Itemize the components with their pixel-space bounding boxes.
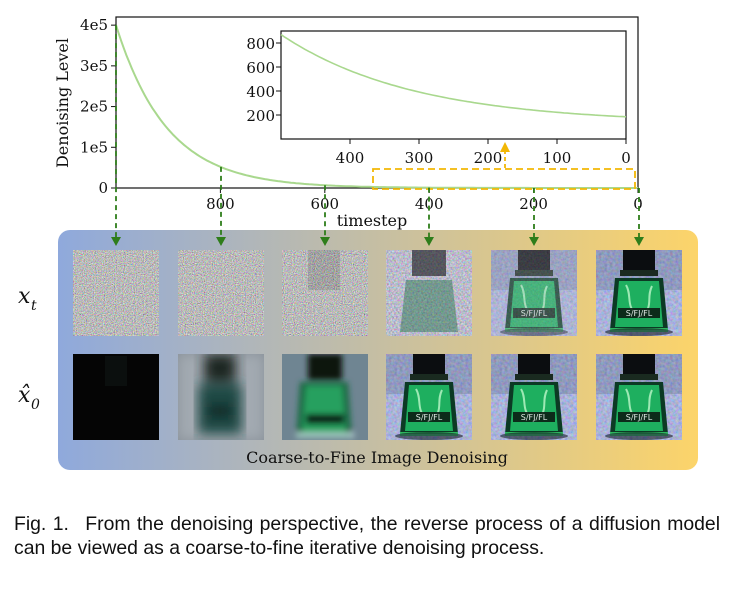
inset-y-tick-label: 800 [246,35,275,53]
main-y-tick-label: 4e5 [80,16,108,34]
row-label-x-t-main: x [18,284,31,309]
main-chart-line [115,24,638,189]
predicted-image-t1000 [73,354,159,440]
row-predicted-clean-images [73,354,682,440]
predicted-image-t200 [491,354,577,440]
row-label-x-t: x t [18,284,37,314]
main-x-tick-label: 200 [519,195,548,213]
inset-chart-axes [280,30,627,140]
main-x-tick-label: 400 [415,195,444,213]
predicted-image-t800 [178,354,264,440]
row-label-x-t-sub: t [31,298,37,314]
row-noisy-images [73,250,682,336]
timestep-arrowhead [529,237,539,246]
timestep-arrowhead [216,237,226,246]
timestep-arrowhead [634,237,644,246]
figure-caption-label: Fig. 1. [14,513,69,535]
inset-chart-y-ticks: 800 600 400 200 [246,35,281,125]
inset-x-tick-label: 300 [405,149,434,167]
main-y-tick-label: 3e5 [80,57,108,75]
predicted-image-t400 [386,354,472,440]
inset-y-tick-label: 600 [246,59,275,77]
figure-caption-text: From the denoising perspective, the reve… [14,513,721,559]
predicted-image-t0 [596,354,682,440]
inset-y-tick-label: 200 [246,107,275,125]
main-chart-x-ticks: 8006004002000 [206,188,643,213]
main-y-tick-label: 2e5 [80,98,108,116]
denoising-level-chart: 4e5 3e5 2e5 1e5 0 800 600 400 200 0 Denoising Le… [53,16,643,230]
figure-caption: Fig. 1. From the denoising perspective, … [14,512,720,560]
main-y-tick-label: 1e5 [80,138,108,156]
timestep-arrows [111,25,644,246]
inset-x-tick-label: 200 [474,149,503,167]
inset-y-tick-label: 400 [246,83,275,101]
main-chart-y-axis-label: Denoising Level [53,38,72,168]
inset-chart: 800 600 400 200 400 300 200 100 0 [246,30,631,167]
predicted-image-t600 [282,354,368,440]
timestep-arrowhead [111,237,121,246]
zoom-region-box [372,168,636,190]
noisy-image-t400 [386,250,472,336]
row-label-x-hat-0-sub: 0 [31,397,40,413]
zoom-connector-arrowhead [500,142,510,152]
inset-x-tick-label: 0 [621,149,631,167]
noisy-image-t1000 [73,250,159,336]
noisy-image-t600 [282,250,368,336]
timestep-arrowhead [320,237,330,246]
main-y-tick-label: 0 [98,179,108,197]
noisy-image-t0 [596,250,682,336]
noisy-image-t200 [491,250,577,336]
inset-chart-x-ticks: 400 300 200 100 0 [336,139,631,167]
main-x-tick-label: 0 [633,195,643,213]
main-chart-x-axis-label: timestep [337,211,408,230]
timestep-arrowhead [424,237,434,246]
inset-x-tick-label: 400 [336,149,365,167]
main-chart-y-ticks: 4e5 3e5 2e5 1e5 0 [80,16,116,197]
panel-title: Coarse-to-Fine Image Denoising [246,448,508,467]
inset-x-tick-label: 100 [543,149,572,167]
row-label-x-hat-0-main: x̂ [18,383,31,408]
row-label-x-hat-0: x̂ 0 [18,383,40,413]
noisy-image-t800 [178,250,264,336]
inset-chart-line [280,33,627,118]
